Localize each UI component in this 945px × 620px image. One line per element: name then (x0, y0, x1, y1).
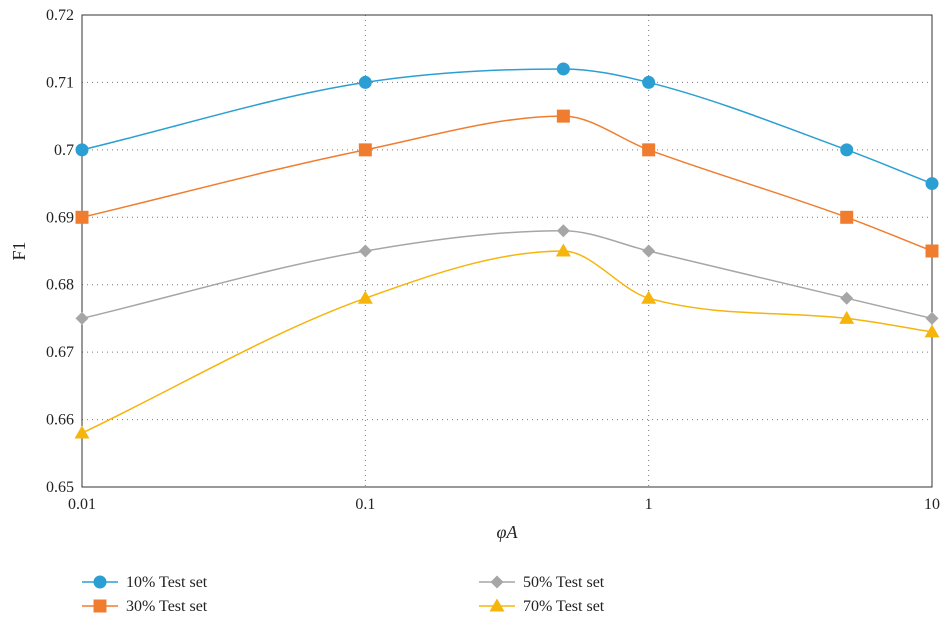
data-point (556, 62, 570, 76)
data-point (925, 244, 939, 258)
y-tick-label: 0.66 (46, 412, 74, 429)
legend-label: 10% Test set (126, 574, 208, 591)
series-line (81, 115, 933, 252)
data-point (75, 143, 89, 157)
data-point (357, 290, 373, 304)
legend: 10% Test set 50% Test set 30% Test set 70% … (82, 574, 605, 615)
legend-marker (489, 598, 505, 612)
data-point (642, 143, 656, 157)
legend-marker (93, 599, 107, 613)
data-point (925, 311, 939, 325)
data-point (556, 109, 570, 123)
series-3 (75, 224, 939, 325)
legend-item: 70% Test set (479, 598, 605, 615)
tick-labels: 0.65 0.66 0.67 0.68 0.69 0.7 0.71 0.72 0.01 0.1 1 1… (46, 7, 940, 513)
series-line (81, 250, 933, 434)
legend-label: 50% Test set (523, 574, 605, 591)
data-point (839, 310, 855, 324)
data-point (358, 75, 372, 89)
data-point (358, 244, 372, 258)
data-point (75, 210, 89, 224)
legend-label: 70% Test set (523, 598, 605, 615)
data-point (925, 177, 939, 191)
y-tick-label: 0.7 (54, 142, 74, 159)
x-axis-title: φA (497, 522, 519, 542)
x-tick-label: 0.1 (355, 496, 375, 513)
series-line (81, 68, 933, 185)
y-tick-label: 0.68 (46, 277, 74, 294)
data-point (642, 244, 656, 258)
series (74, 62, 940, 439)
legend-item: 30% Test set (82, 598, 208, 615)
series-1 (75, 62, 939, 191)
y-tick-label: 0.71 (46, 74, 74, 91)
data-point (555, 243, 571, 257)
x-tick-label: 1 (645, 496, 653, 513)
data-point (924, 324, 940, 338)
data-point (358, 143, 372, 157)
grid (82, 15, 932, 487)
y-tick-label: 0.72 (46, 7, 74, 24)
series-4 (74, 243, 940, 439)
data-point (556, 224, 570, 238)
series-line (81, 230, 933, 320)
data-point (840, 143, 854, 157)
legend-marker (490, 575, 504, 589)
data-point (642, 75, 656, 89)
data-point (75, 311, 89, 325)
x-tick-label: 10 (924, 496, 940, 513)
data-point (840, 210, 854, 224)
data-point (840, 291, 854, 305)
legend-item: 10% Test set (82, 574, 208, 591)
legend-label: 30% Test set (126, 598, 208, 615)
data-point (641, 290, 657, 304)
data-point (74, 425, 90, 439)
y-tick-label: 0.67 (46, 344, 74, 361)
series-2 (75, 109, 939, 258)
y-tick-label: 0.69 (46, 209, 74, 226)
legend-marker (93, 575, 107, 589)
legend-item: 50% Test set (479, 574, 605, 591)
x-tick-label: 0.01 (68, 496, 96, 513)
plot-area-frame (81, 14, 933, 488)
y-axis-title: F1 (9, 241, 29, 260)
y-tick-label: 0.65 (46, 479, 74, 496)
